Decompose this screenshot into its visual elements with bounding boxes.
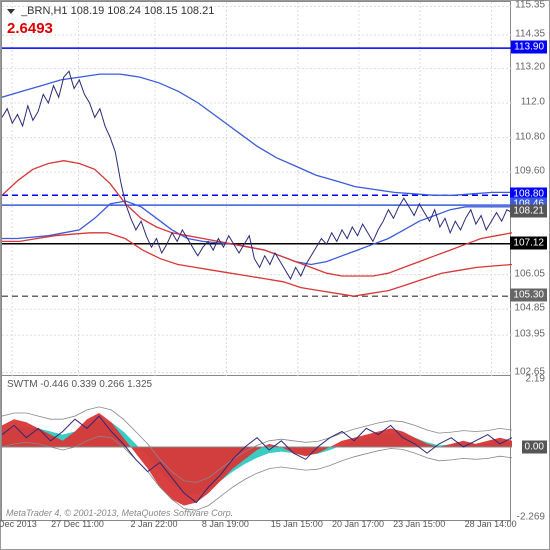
x-tick: 15 Jan 15:00 (271, 519, 323, 529)
y-tick: 114.35 (515, 29, 545, 40)
ohlc-text: 108.19 108.24 108.15 108.21 (71, 5, 215, 17)
y-tick: 115.35 (515, 0, 545, 11)
y-tick: 106.05 (514, 268, 545, 279)
oscillator-header: SWTM -0.446 0.339 0.266 1.325 (7, 379, 152, 390)
symbol-header: _BRN,H1 108.19 108.24 108.15 108.21 (7, 5, 214, 17)
sub-chart-svg (2, 376, 512, 521)
price-label: 113.90 (511, 41, 547, 54)
y-tick: 104.85 (514, 303, 545, 314)
y-axis-sub: -2.2690.002.190.00 (509, 376, 549, 521)
indicator-value: 2.6493 (7, 20, 53, 37)
y-tick: 109.60 (514, 166, 545, 177)
y-tick: 103.95 (514, 329, 545, 340)
price-label: 107.12 (510, 236, 547, 249)
x-tick: 8 Jan 19:00 (202, 519, 249, 529)
main-price-panel[interactable]: _BRN,H1 108.19 108.24 108.15 108.21 2.64… (1, 1, 511, 376)
copyright-footer: MetaTrader 4, © 2001-2013, MetaQuotes So… (6, 508, 233, 518)
x-tick: 20 Dec 2013 (0, 519, 37, 529)
y-tick: 2.19 (526, 374, 545, 385)
x-tick: 20 Jan 17:00 (332, 519, 384, 529)
x-axis: 20 Dec 2013 27 Dec 11:00 2 Jan 22:00 8 Jan … (1, 519, 511, 539)
y-tick: 112.0 (521, 96, 545, 107)
symbol-text: _BRN,H1 (21, 5, 67, 17)
oscillator-panel[interactable]: SWTM -0.446 0.339 0.266 1.325 (1, 376, 511, 521)
y-tick: -2.269 (517, 511, 545, 522)
main-chart-svg (2, 2, 512, 377)
x-tick: 27 Dec 11:00 (51, 519, 104, 529)
y-tick: 113.20 (515, 62, 545, 73)
price-label: 105.30 (510, 289, 547, 302)
zero-label: 0.00 (522, 440, 547, 453)
x-tick: 28 Jan 14:00 (465, 519, 517, 529)
chart-container: _BRN,H1 108.19 108.24 108.15 108.21 2.64… (0, 0, 550, 550)
y-axis-main: 102.65103.95104.85106.05109.60110.80112.… (509, 1, 549, 376)
price-label: 108.21 (510, 205, 547, 218)
dropdown-icon[interactable] (7, 9, 15, 14)
y-tick: 110.80 (515, 131, 545, 142)
x-tick: 2 Jan 22:00 (130, 519, 177, 529)
x-tick: 23 Jan 15:00 (393, 519, 445, 529)
